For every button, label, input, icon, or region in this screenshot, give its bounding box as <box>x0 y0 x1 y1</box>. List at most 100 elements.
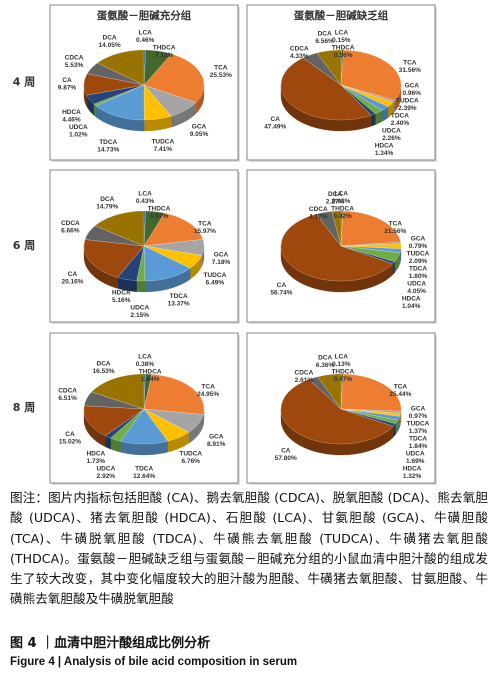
slice-value-label: 15.02% <box>59 438 81 445</box>
slice-label: LCA <box>138 191 152 198</box>
slice-label: DCA <box>328 191 342 198</box>
slice-value-label: 20.16% <box>61 279 83 286</box>
slice-top <box>340 49 402 101</box>
slice-top <box>340 84 394 107</box>
slice-label: CDCA <box>65 54 84 61</box>
pie-slice <box>143 408 190 453</box>
slice-label: TCA <box>214 64 228 71</box>
slice-label: TUDCA <box>179 451 202 458</box>
slice-value-label: 2.61% <box>295 377 314 384</box>
chart-title: 蛋氨酸－胆碱缺乏组 <box>294 9 389 22</box>
slice-side <box>393 100 395 114</box>
slice-top <box>86 62 145 86</box>
figure-label-cn: 图 4 ｜血清中胆汁酸组成比例分析 <box>10 636 211 651</box>
pie-slice <box>317 373 342 410</box>
slice-side <box>136 280 146 293</box>
slice-label: TDCA <box>99 139 117 146</box>
slice-label: CDCA <box>290 46 309 53</box>
slice-label: TUDCA <box>407 421 430 428</box>
slice-label: TDCA <box>409 436 427 443</box>
slice-top <box>340 84 389 111</box>
slice-top <box>331 210 342 247</box>
slice-value-label: 14.73% <box>97 146 119 153</box>
slice-value-label: 5.16% <box>112 297 131 304</box>
slice-label: HDCA <box>402 296 421 303</box>
pie-slice <box>340 84 383 125</box>
slice-label: TDCA <box>391 113 409 120</box>
slice-label: CDCA <box>309 206 328 213</box>
slice-value-label: 9.05% <box>190 131 209 138</box>
slice-top <box>86 84 145 105</box>
slice-value-label: 7.12% <box>155 52 174 59</box>
slice-label: TUDCA <box>396 98 419 105</box>
slice-top <box>84 225 145 247</box>
slice-value-label: 2.15% <box>131 312 150 319</box>
pie-slice <box>86 62 145 86</box>
caption-note: 图注：图片内指标包括胆酸 (CA)、鹅去氧胆酸 (CDCA)、脱氧胆酸 (DCA… <box>10 490 488 607</box>
slice-label: DCA <box>318 355 332 362</box>
slice-value-label: 5.53% <box>65 62 84 69</box>
pie-slice <box>120 408 169 456</box>
slice-top <box>94 210 145 247</box>
slice-label: UDCA <box>96 466 115 473</box>
slice-value-label: 57.80% <box>275 455 297 462</box>
slice-top <box>96 49 145 86</box>
slice-label: DCA <box>103 34 117 41</box>
slice-top <box>84 391 145 410</box>
slice-top <box>83 239 145 278</box>
slice-top <box>340 84 383 114</box>
row-label: 8 周 <box>13 401 35 414</box>
slice-top <box>143 84 172 121</box>
slice-label: UDCA <box>406 451 425 458</box>
slice-top <box>83 405 145 436</box>
slice-value-label: 0.79% <box>409 243 428 250</box>
slice-label: TCA <box>198 221 212 228</box>
slice-value-label: 0.38% <box>136 361 155 368</box>
slice-top <box>143 212 204 247</box>
slice-label: CA <box>65 431 75 438</box>
pie-slice <box>83 239 145 289</box>
slice-top <box>117 245 145 281</box>
pie-slice <box>95 84 145 132</box>
pie-slice <box>143 84 197 128</box>
slice-value-label: 1.64% <box>141 376 160 383</box>
slice-label: CA <box>281 447 291 454</box>
pie-slice <box>280 213 394 293</box>
slice-label: HDCA <box>403 466 422 473</box>
slice-label: CA <box>68 271 78 278</box>
slice-top <box>120 408 169 445</box>
slice-value-label: 56.74% <box>270 289 292 296</box>
slice-label: THDCA <box>148 206 171 213</box>
pie-slice <box>136 245 146 293</box>
slice-side <box>93 103 97 118</box>
slice-top <box>143 53 205 103</box>
pie-slice <box>280 379 394 456</box>
slice-label: UDCA <box>130 305 149 312</box>
slice-label: CA <box>277 282 287 289</box>
slice-label: GCA <box>192 124 207 131</box>
slice-value-label: 2.26% <box>382 135 401 142</box>
slice-top <box>143 210 165 247</box>
slice-label: GCA <box>214 252 229 259</box>
slice-value-label: 6.49% <box>206 279 225 286</box>
slice-top <box>143 239 205 256</box>
slice-top <box>280 379 394 445</box>
slice-value-label: 1.34% <box>375 150 394 157</box>
slice-top <box>95 84 145 121</box>
slice-value-label: 13.37% <box>168 300 190 307</box>
pie-slice <box>302 52 342 86</box>
pie-slice <box>340 210 401 247</box>
pie-slice <box>83 73 145 107</box>
pie-slice <box>83 405 145 447</box>
chart-title: 蛋氨酸－胆碱充分组 <box>97 9 192 22</box>
slice-value-label: 0.97% <box>409 413 428 420</box>
slice-value-label: 12.64% <box>133 473 155 480</box>
slice-label: THDCA <box>153 45 176 52</box>
slice-value-label: 15.97% <box>194 228 216 235</box>
slice-label: TDCA <box>409 266 427 273</box>
pie-slice <box>117 245 145 292</box>
slice-top <box>317 373 342 410</box>
pie-slice <box>316 49 342 86</box>
slice-label: DCA <box>318 31 332 38</box>
figure-label-en: Figure 4 | Analysis of bile acid composi… <box>10 656 298 668</box>
